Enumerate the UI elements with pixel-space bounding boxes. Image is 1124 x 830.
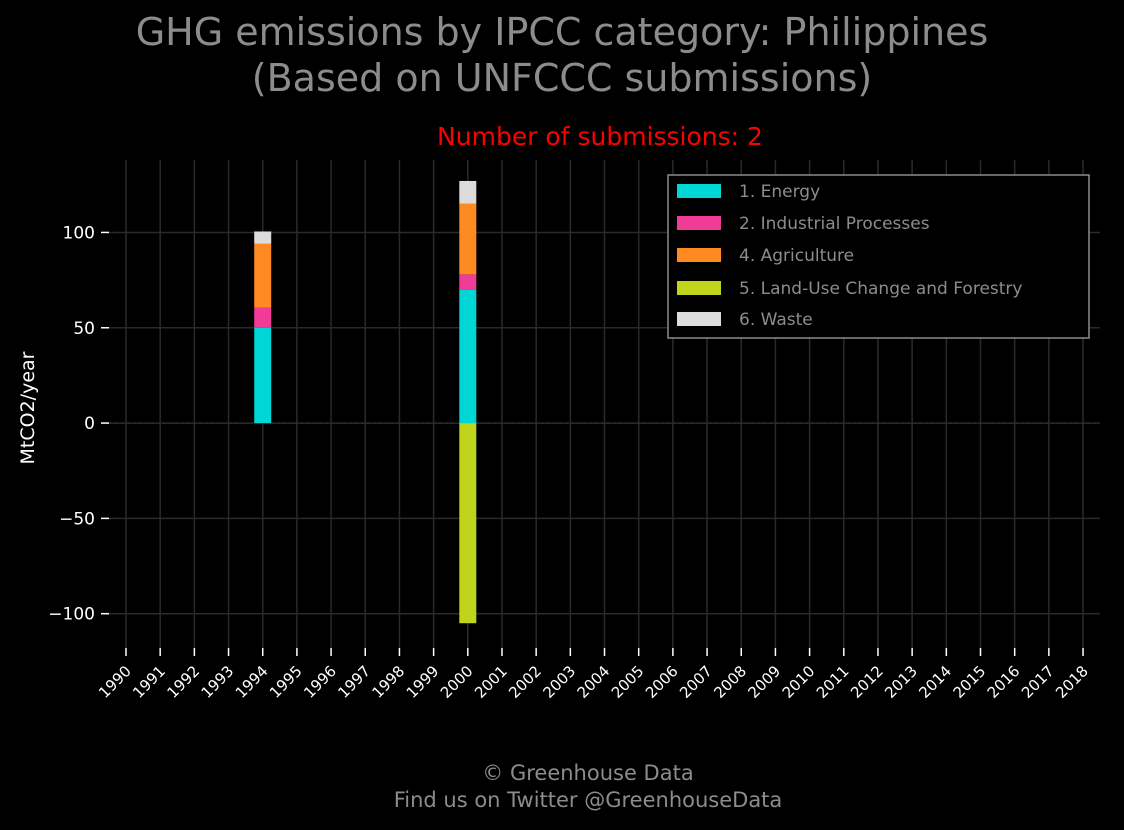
x-tick-label-2012: 2012 [847,662,887,702]
chart-title-line1: GHG emissions by IPCC category: Philippi… [135,10,989,54]
x-tick-label-1990: 1990 [95,662,135,702]
x-tick-label-2011: 2011 [813,662,853,702]
x-tick-label-2014: 2014 [915,662,955,702]
x-tick-label-2007: 2007 [676,662,716,702]
legend-label-industrial-processes: 2. Industrial Processes [739,214,930,234]
x-tick-label-2013: 2013 [881,662,921,702]
x-tick-label-2001: 2001 [471,662,511,702]
x-tick-label-2009: 2009 [745,662,785,702]
chart-title-line2: (Based on UNFCCC submissions) [251,56,873,100]
x-tick-label-1994: 1994 [232,662,272,702]
bar-1994-agriculture [254,243,272,308]
bar-2000-agriculture [459,203,477,275]
legend-swatch-energy [677,184,721,198]
x-tick-label-2005: 2005 [608,662,648,702]
legend-label-energy: 1. Energy [739,182,820,202]
x-tick-label-2002: 2002 [505,662,545,702]
y-tick-label-50: 50 [73,319,95,339]
y-axis-label: MtCO2/year [17,351,39,465]
bar-2000-industrial-processes [459,274,477,290]
x-tick-label-1992: 1992 [163,662,203,702]
bar-1994-waste [254,231,272,244]
x-tick-label-2016: 2016 [984,662,1024,702]
legend: 1. Energy 2. Industrial Processes 4. Agric… [667,174,1090,339]
x-axis: 1990199119921993199419951996199719981999… [95,648,1092,702]
y-tick-label--50: −50 [59,509,95,529]
y-axis: 100 50 0 −50 −100 [48,223,109,625]
bar-2000-energy [459,289,477,424]
legend-swatch-waste [677,312,721,326]
x-tick-label-2000: 2000 [437,662,477,702]
legend-label-waste: 6. Waste [739,310,813,330]
x-tick-label-2008: 2008 [710,662,750,702]
y-tick-label-0: 0 [84,414,95,434]
x-tick-label-2015: 2015 [950,662,990,702]
legend-box [667,174,1090,339]
x-tick-label-2003: 2003 [539,662,579,702]
legend-label-land-use-change-and-forestry: 5. Land-Use Change and Forestry [739,279,1022,299]
bar-1994-energy [254,327,272,424]
bar-2000-land-use-change-and-forestry [459,423,477,624]
legend-swatch-land-use-change-and-forestry [677,281,721,295]
legend-label-agriculture: 4. Agriculture [739,246,854,266]
x-tick-label-2004: 2004 [574,662,614,702]
x-tick-label-1996: 1996 [300,662,340,702]
submission-count-subtitle: Number of submissions: 2 [437,122,763,151]
footer-twitter: Find us on Twitter @GreenhouseData [393,788,783,812]
x-tick-label-2018: 2018 [1052,662,1092,702]
x-tick-label-2006: 2006 [642,662,682,702]
x-tick-label-1991: 1991 [129,662,169,702]
legend-swatch-agriculture [677,248,721,262]
x-tick-label-2010: 2010 [779,662,819,702]
x-tick-label-1993: 1993 [198,662,238,702]
legend-swatch-industrial-processes [677,216,721,230]
x-tick-label-1995: 1995 [266,662,306,702]
x-tick-label-1998: 1998 [369,662,409,702]
x-tick-label-1997: 1997 [334,662,374,702]
x-tick-label-1999: 1999 [403,662,443,702]
bars-group [254,180,477,624]
y-tick-label--100: −100 [48,605,95,625]
footer-copyright: © Greenhouse Data [482,761,694,785]
x-tick-label-2017: 2017 [1018,662,1058,702]
y-tick-label-100: 100 [63,223,95,243]
bar-2000-waste [459,180,477,204]
bar-1994-industrial-processes [254,307,272,328]
